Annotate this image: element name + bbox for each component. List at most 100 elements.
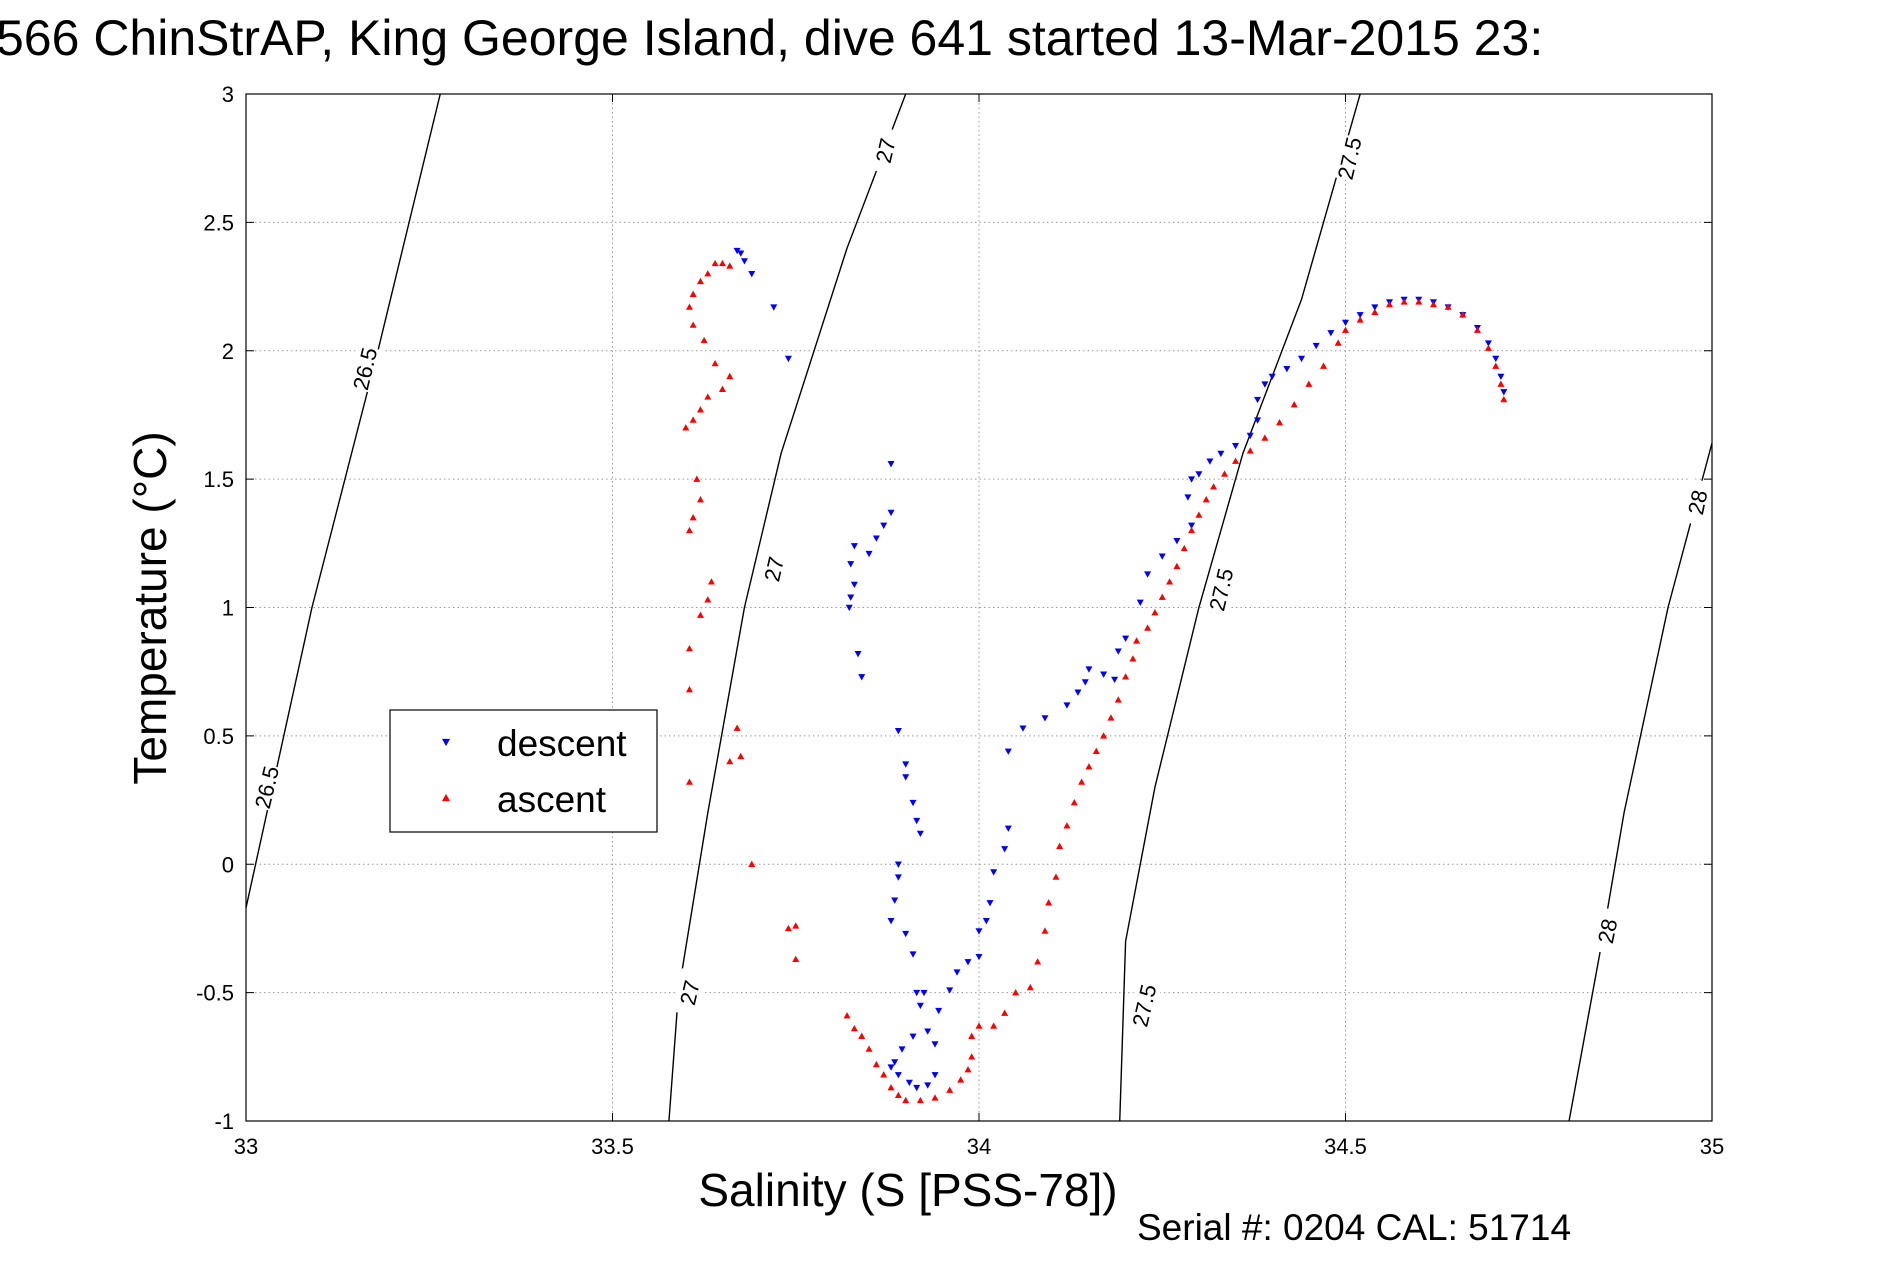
descent-point: [894, 1072, 902, 1079]
descent-point: [913, 1084, 921, 1092]
contour-label-background: [867, 126, 903, 175]
contour-label: 27: [671, 968, 708, 1017]
ascent-point: [1459, 311, 1467, 318]
ascent-point: [726, 372, 734, 380]
descent-point: [1327, 330, 1335, 337]
legend-marker-symbol: [441, 793, 451, 802]
descent-point: [931, 1041, 939, 1048]
descent-point: [1063, 702, 1071, 709]
ascent-point: [1500, 395, 1508, 403]
ascent-point: [1012, 989, 1020, 996]
descent-point: [1019, 725, 1027, 732]
legend-box: [389, 709, 658, 833]
contour-label-background: [756, 544, 792, 594]
ascent-point: [1492, 362, 1500, 369]
descent-point: [845, 604, 853, 612]
ascent-point: [1497, 380, 1505, 387]
ascent-point: [689, 321, 697, 328]
ascent-point: [696, 611, 704, 618]
ascent-point: [1133, 637, 1141, 644]
y-tick-label: 3: [222, 82, 234, 107]
descent-point: [953, 969, 961, 976]
descent-point: [1195, 471, 1203, 478]
contour-label: 27: [867, 126, 903, 175]
ascent-point: [689, 514, 697, 521]
y-tick-label: 2.5: [203, 210, 234, 235]
descent-point: [894, 861, 902, 868]
ascent-point: [704, 270, 712, 277]
descent-point: [1206, 458, 1214, 465]
ascent-point: [1122, 673, 1130, 680]
ascent-point: [1107, 714, 1115, 721]
ascent-point: [685, 686, 693, 693]
descent-point: [909, 951, 917, 958]
ascent-point: [1173, 562, 1181, 570]
ascent-point: [902, 1096, 910, 1104]
ascent-point: [726, 757, 734, 765]
descent-point: [913, 817, 921, 825]
contour-label-text: 27: [759, 554, 789, 583]
ascent-point: [685, 526, 693, 534]
ascent-point: [1246, 447, 1254, 454]
descent-point: [902, 761, 910, 768]
legend-label-ascent: ascent: [497, 779, 607, 820]
legend-label-descent: descent: [497, 723, 627, 764]
ascent-point: [784, 924, 792, 932]
descent-point: [902, 930, 910, 938]
ascent-point: [685, 778, 693, 785]
descent-point: [975, 928, 983, 935]
x-tick-label: 33.5: [591, 1134, 634, 1159]
y-tick-label: 1: [222, 596, 234, 621]
descent-point: [850, 581, 858, 589]
ascent-point: [1290, 401, 1298, 408]
density-contour-line: [245, 93, 441, 909]
ascent-point: [1261, 434, 1269, 441]
descent-point: [1298, 355, 1306, 363]
ascent-point: [1305, 380, 1313, 387]
descent-point: [905, 1079, 913, 1087]
x-tick-label: 34.5: [1324, 1134, 1367, 1159]
ascent-point: [1041, 927, 1049, 934]
descent-point: [1232, 443, 1240, 450]
descent-point: [1114, 648, 1122, 655]
ascent-point: [693, 475, 701, 482]
descent-point: [1111, 676, 1119, 684]
ascent-point: [1195, 511, 1203, 518]
descent-point: [748, 271, 756, 278]
y-tick-label: 2: [222, 339, 234, 364]
ascent-point: [704, 393, 712, 400]
descent-point: [784, 355, 792, 363]
ascent-point: [1085, 763, 1093, 770]
ascent-point: [696, 277, 704, 285]
descent-point: [1261, 381, 1269, 388]
ascent-point: [1232, 457, 1240, 464]
descent-point: [847, 594, 855, 601]
ascent-point: [718, 259, 726, 267]
ascent-point: [872, 1060, 880, 1068]
ascent-point: [704, 596, 712, 603]
ascent-point: [685, 303, 693, 310]
legend-marker-ascent: [441, 793, 451, 802]
descent-point: [1004, 748, 1012, 755]
contour-label-text: 28: [1593, 917, 1623, 946]
ascent-point: [748, 860, 756, 867]
ascent-point: [1202, 496, 1210, 503]
ascent-point: [1166, 578, 1174, 585]
ascent-point: [1100, 732, 1108, 739]
descent-point: [975, 953, 983, 961]
contour-label: 27: [756, 544, 792, 594]
ascent-point: [711, 259, 719, 267]
ascent-point: [1070, 799, 1078, 806]
ascent-point: [1114, 696, 1122, 703]
descent-point: [1144, 571, 1152, 578]
ascent-point: [689, 290, 697, 297]
ascent-point: [1144, 624, 1152, 631]
y-tick-label: 0.5: [203, 724, 234, 749]
ascent-point: [1001, 1009, 1009, 1016]
descent-point: [1254, 396, 1262, 404]
descent-point: [854, 651, 862, 658]
ascent-point: [696, 406, 704, 413]
descent-point: [847, 561, 855, 568]
